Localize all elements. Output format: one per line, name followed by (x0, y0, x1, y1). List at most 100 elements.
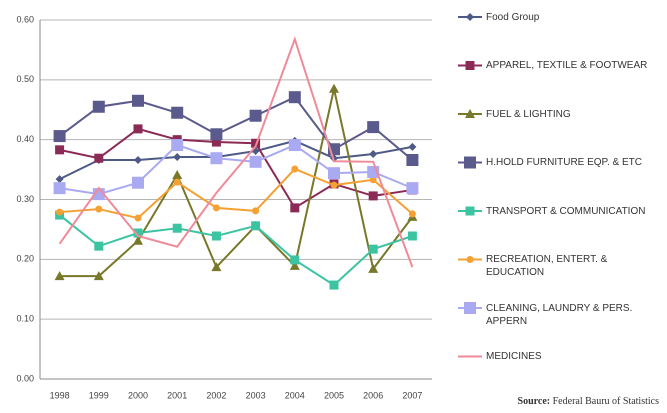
legend-marker (465, 61, 475, 70)
x-tick-label: 2003 (246, 390, 266, 400)
series-marker (369, 176, 377, 184)
series-marker (211, 231, 221, 241)
legend-label: Food Group (486, 11, 540, 23)
y-tick-label: 0.20 (16, 254, 34, 264)
series-marker (53, 130, 66, 143)
series-line (59, 139, 413, 181)
series-marker (94, 241, 104, 251)
series-marker (171, 139, 184, 152)
series-marker (368, 244, 378, 254)
series-marker (133, 228, 143, 238)
x-tick-label: 2005 (324, 390, 344, 400)
x-tick-label: 1998 (50, 390, 70, 400)
series-marker (368, 263, 379, 273)
x-tick-label: 2004 (285, 390, 305, 400)
series-marker (249, 155, 262, 168)
series-marker (249, 109, 262, 122)
y-tick-label: 0.60 (16, 14, 34, 24)
series-marker (94, 153, 104, 163)
series-marker (211, 137, 221, 147)
legend-label: H.HOLD FURNITURE EQP. & ETC (486, 157, 642, 168)
series-line (58, 36, 414, 268)
x-tick-label: 1999 (89, 390, 109, 400)
series-marker (330, 181, 338, 189)
series-marker (172, 169, 183, 179)
x-tick-label: 2006 (363, 390, 383, 400)
legend-label: CLEANING, LAUNDRY & PERS. APPERN (486, 302, 633, 327)
series-marker (212, 204, 220, 212)
series-marker (408, 210, 416, 218)
legend-marker (466, 256, 474, 263)
source-text: Federal Bauru of Statistics (552, 396, 659, 407)
series-marker (367, 121, 380, 134)
legend-label: RECREATION, ENTERT. & EDUCATION (486, 254, 608, 278)
y-tick-label: 0.00 (16, 373, 34, 383)
series-marker (173, 153, 182, 162)
series-marker (93, 271, 104, 281)
series-marker (251, 221, 261, 231)
x-tick-label: 2007 (402, 390, 422, 400)
series-marker (54, 271, 65, 281)
x-tick-label: 2000 (128, 390, 148, 400)
series-marker (210, 152, 223, 165)
y-tick-label: 0.10 (16, 314, 34, 324)
source: Source: Federal Bauru of Statistics (518, 396, 659, 407)
legend-label: APPAREL, TEXTILE & FOOTWEAR (486, 60, 648, 71)
series-marker (134, 156, 142, 165)
x-tick-label: 2001 (167, 390, 187, 400)
series-marker (290, 203, 300, 213)
series-line (59, 88, 414, 278)
series-marker (289, 260, 300, 270)
series-marker (56, 208, 64, 216)
source-label: Source: (517, 396, 551, 407)
series-marker (252, 207, 260, 215)
y-tick-label: 0.50 (16, 74, 34, 84)
series-marker (368, 191, 378, 201)
series-line (59, 95, 414, 161)
series-marker (55, 145, 65, 155)
series-marker (134, 214, 142, 222)
series-marker (210, 128, 223, 141)
series-marker (288, 139, 301, 152)
series-marker (133, 124, 143, 134)
series-marker (132, 176, 144, 189)
series-marker (172, 223, 182, 233)
series-marker (251, 138, 261, 148)
legend-marker (464, 156, 476, 169)
legend-label: FUEL & LIGHTING (486, 108, 571, 120)
series-marker (290, 255, 300, 265)
series-line (59, 143, 413, 196)
series-marker (53, 182, 66, 195)
y-tick-label: 0.30 (16, 194, 34, 204)
series-marker (328, 167, 340, 180)
y-tick-label: 0.40 (16, 134, 34, 144)
series-marker (55, 175, 64, 184)
series-marker (291, 165, 299, 173)
series-marker (329, 280, 339, 290)
legend-marker (465, 109, 475, 118)
series-marker (408, 142, 417, 151)
series-marker (171, 106, 184, 119)
legend-marker (464, 302, 476, 314)
series-marker (132, 94, 144, 107)
series-marker (173, 178, 181, 186)
series-line (59, 167, 414, 220)
series-marker (211, 262, 222, 272)
legend-label: MEDICINES (486, 351, 542, 362)
series-marker (95, 205, 103, 213)
series-line (59, 127, 413, 210)
legend-marker (466, 13, 474, 21)
series-marker (133, 235, 143, 245)
series-marker (288, 91, 301, 104)
series-marker (329, 83, 339, 93)
legend-marker (465, 206, 475, 216)
series-marker (406, 182, 419, 195)
x-tick-label: 2002 (206, 390, 226, 400)
legend-label: TRANSPORT & COMMUNICATION (486, 205, 646, 217)
series-marker (369, 150, 378, 159)
series-marker (92, 100, 105, 113)
series-line (58, 214, 413, 287)
series-marker (407, 231, 417, 241)
